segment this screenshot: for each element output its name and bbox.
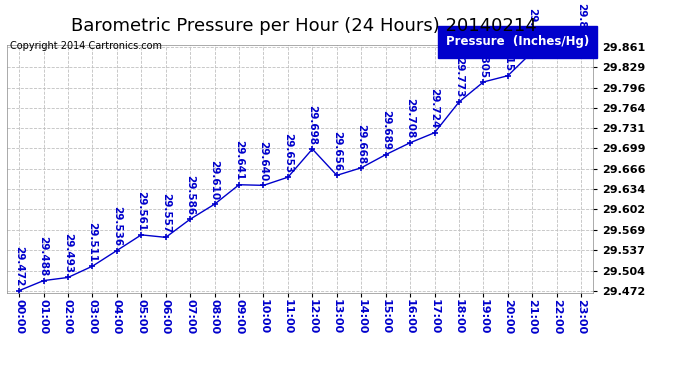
Text: 29.698: 29.698	[307, 105, 317, 145]
Text: 29.656: 29.656	[332, 131, 342, 171]
Text: 29.536: 29.536	[112, 206, 122, 246]
Text: Barometric Pressure per Hour (24 Hours) 20140214: Barometric Pressure per Hour (24 Hours) …	[71, 17, 537, 35]
Text: 29.724: 29.724	[430, 88, 440, 129]
Text: 29.493: 29.493	[63, 233, 73, 273]
Text: 29.511: 29.511	[88, 222, 97, 262]
Text: 29.853: 29.853	[527, 8, 538, 48]
Text: Copyright 2014 Cartronics.com: Copyright 2014 Cartronics.com	[10, 41, 162, 51]
Text: 29.641: 29.641	[234, 140, 244, 180]
Text: 29.640: 29.640	[259, 141, 268, 181]
Text: 29.708: 29.708	[405, 98, 415, 139]
Text: Pressure  (Inches/Hg): Pressure (Inches/Hg)	[446, 36, 589, 48]
Text: 29.861: 29.861	[576, 3, 586, 43]
Text: 29.472: 29.472	[14, 246, 24, 286]
Text: 29.805: 29.805	[478, 38, 489, 78]
Text: 29.653: 29.653	[283, 133, 293, 173]
Text: 29.815: 29.815	[503, 32, 513, 72]
Text: 29.586: 29.586	[185, 175, 195, 215]
Text: 29.668: 29.668	[356, 123, 366, 164]
Text: 29.488: 29.488	[39, 236, 48, 276]
Text: 29.561: 29.561	[137, 190, 146, 231]
Text: 29.773: 29.773	[454, 57, 464, 98]
Text: 29.610: 29.610	[210, 160, 219, 200]
Text: 29.868: 29.868	[0, 374, 1, 375]
Text: 29.557: 29.557	[161, 193, 170, 233]
Text: 29.689: 29.689	[381, 111, 391, 150]
